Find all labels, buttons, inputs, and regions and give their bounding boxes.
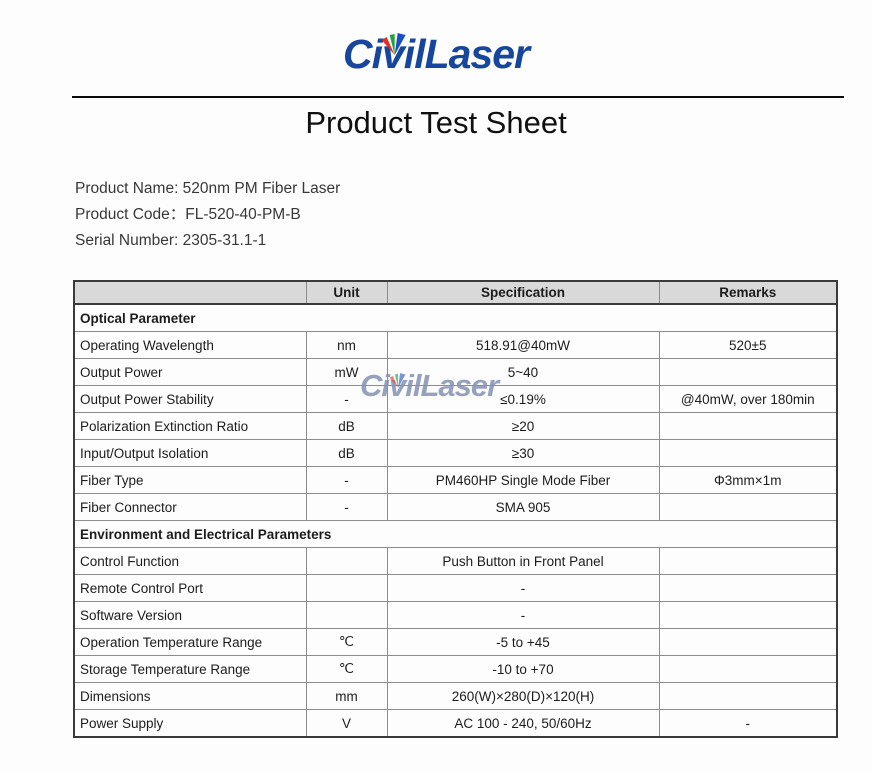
column-header-parameter (73, 280, 307, 305)
spec-cell: -10 to +70 (386, 655, 660, 683)
param-cell: Storage Temperature Range (73, 655, 307, 683)
remarks-cell (658, 601, 838, 629)
unit-cell (305, 547, 388, 575)
section-label: Optical Parameter (73, 303, 838, 332)
table-row: Output Power Stability - ≤0.19% @40mW, over… (73, 385, 838, 413)
spec-cell: ≥30 (386, 439, 660, 467)
table-row: Remote Control Port - (73, 574, 838, 602)
unit-cell: dB (305, 439, 388, 467)
spec-cell: Push Button in Front Panel (386, 547, 660, 575)
spec-cell: SMA 905 (386, 493, 660, 521)
product-code-line: Product Code：FL-520-40-PM-B (75, 206, 301, 223)
table-row: Fiber Connector - SMA 905 (73, 493, 838, 521)
spec-table: Unit Specification Remarks Optical Paramete… (73, 280, 838, 738)
unit-cell: - (305, 385, 388, 413)
logo-text: Ci vilLaser (342, 30, 530, 78)
logo-part-ci: Ci (342, 31, 383, 77)
param-cell: Output Power Stability (73, 385, 307, 413)
param-cell: Software Version (73, 601, 307, 629)
param-cell: Output Power (73, 358, 307, 386)
param-cell: Power Supply (73, 709, 307, 738)
table-row: Polarization Extinction Ratio dB ≥20 (73, 412, 838, 440)
spec-cell: - (386, 601, 660, 629)
section-row: Environment and Electrical Parameters (73, 520, 838, 548)
remarks-cell (658, 655, 838, 683)
unit-cell: ℃ (305, 655, 388, 683)
unit-cell: dB (305, 412, 388, 440)
param-cell: Operation Temperature Range (73, 628, 307, 656)
param-cell: Input/Output Isolation (73, 439, 307, 467)
remarks-cell: 520±5 (658, 331, 838, 359)
unit-cell: V (305, 709, 388, 738)
table-header-row: Unit Specification Remarks (73, 280, 838, 305)
spec-cell: AC 100 - 240, 50/60Hz (386, 709, 660, 738)
spec-cell: PM460HP Single Mode Fiber (386, 466, 660, 494)
spec-cell: - (386, 574, 660, 602)
serial-number-line: Serial Number: 2305-31.1-1 (75, 232, 267, 249)
table-row: Control Function Push Button in Front Pan… (73, 547, 838, 575)
table-row: Operation Temperature Range ℃ -5 to +45 (73, 628, 838, 656)
spec-cell: ≤0.19% (386, 385, 660, 413)
spec-cell: 5~40 (386, 358, 660, 386)
spec-cell: -5 to +45 (386, 628, 660, 656)
spec-cell: 260(W)×280(D)×120(H) (386, 682, 660, 710)
param-cell: Control Function (73, 547, 307, 575)
product-info-block: Product Name: 520nm PM Fiber Laser Produ… (75, 176, 340, 254)
laser-rays-icon (381, 17, 409, 65)
table-row: Power Supply V AC 100 - 240, 50/60Hz - (73, 709, 838, 738)
section-row: Optical Parameter (73, 303, 838, 332)
page-title: Product Test Sheet (305, 105, 567, 140)
remarks-cell (658, 358, 838, 386)
column-header-unit: Unit (305, 280, 388, 305)
remarks-cell (658, 493, 838, 521)
table-row: Storage Temperature Range ℃ -10 to +70 (73, 655, 838, 683)
unit-cell: - (305, 466, 388, 494)
unit-cell: mm (305, 682, 388, 710)
remarks-cell (658, 574, 838, 602)
param-cell: Polarization Extinction Ratio (73, 412, 307, 440)
remarks-cell (658, 547, 838, 575)
unit-cell (305, 601, 388, 629)
remarks-cell (658, 439, 838, 467)
spec-cell: ≥20 (386, 412, 660, 440)
unit-cell: ℃ (305, 628, 388, 656)
product-name-line: Product Name: 520nm PM Fiber Laser (75, 180, 341, 197)
remarks-cell: - (658, 709, 838, 738)
remarks-cell (658, 628, 838, 656)
remarks-cell (658, 682, 838, 710)
param-cell: Operating Wavelength (73, 331, 307, 359)
section-label: Environment and Electrical Parameters (73, 520, 838, 548)
unit-cell (305, 574, 388, 602)
unit-cell: mW (305, 358, 388, 386)
table-row: Dimensions mm 260(W)×280(D)×120(H) (73, 682, 838, 710)
logo-part-illaser: ilLaser (403, 31, 530, 77)
unit-cell: nm (305, 331, 388, 359)
civil-laser-logo: Ci vilLaser (0, 30, 872, 78)
remarks-cell (658, 412, 838, 440)
remarks-cell: Φ3mm×1m (658, 466, 838, 494)
column-header-specification: Specification (386, 280, 660, 305)
remarks-cell: @40mW, over 180min (658, 385, 838, 413)
spec-cell: 518.91@40mW (386, 331, 660, 359)
table-row: Fiber Type - PM460HP Single Mode Fiber Φ3mm… (73, 466, 838, 494)
divider-rule (72, 96, 844, 98)
param-cell: Remote Control Port (73, 574, 307, 602)
table-row: Output Power mW 5~40 (73, 358, 838, 386)
table-row: Operating Wavelength nm 518.91@40mW 520±5 (73, 331, 838, 359)
param-cell: Fiber Connector (73, 493, 307, 521)
param-cell: Dimensions (73, 682, 307, 710)
param-cell: Fiber Type (73, 466, 307, 494)
table-row: Input/Output Isolation dB ≥30 (73, 439, 838, 467)
table-row: Software Version - (73, 601, 838, 629)
unit-cell: - (305, 493, 388, 521)
column-header-remarks: Remarks (658, 280, 838, 305)
